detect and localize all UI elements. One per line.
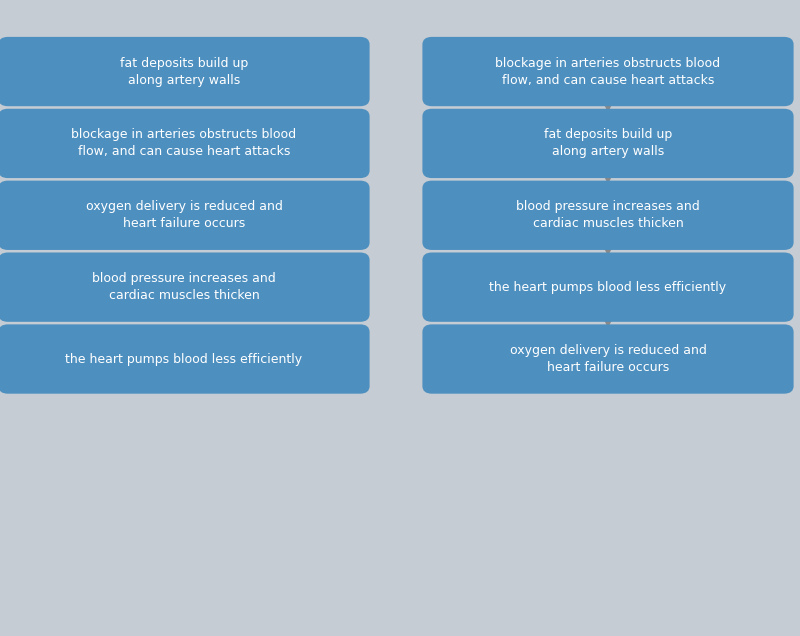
Text: oxygen delivery is reduced and
heart failure occurs: oxygen delivery is reduced and heart fai…	[510, 344, 706, 374]
Text: the heart pumps blood less efficiently: the heart pumps blood less efficiently	[490, 280, 726, 294]
Text: oxygen delivery is reduced and
heart failure occurs: oxygen delivery is reduced and heart fai…	[86, 200, 282, 230]
FancyBboxPatch shape	[0, 181, 370, 250]
Text: blockage in arteries obstructs blood
flow, and can cause heart attacks: blockage in arteries obstructs blood flo…	[495, 57, 721, 86]
FancyBboxPatch shape	[0, 252, 370, 322]
FancyBboxPatch shape	[422, 109, 794, 178]
FancyBboxPatch shape	[422, 324, 794, 394]
Text: blood pressure increases and
cardiac muscles thicken: blood pressure increases and cardiac mus…	[92, 272, 276, 302]
FancyBboxPatch shape	[0, 324, 370, 394]
Text: fat deposits build up
along artery walls: fat deposits build up along artery walls	[120, 57, 248, 86]
Text: fat deposits build up
along artery walls: fat deposits build up along artery walls	[544, 128, 672, 158]
FancyBboxPatch shape	[422, 252, 794, 322]
Text: blockage in arteries obstructs blood
flow, and can cause heart attacks: blockage in arteries obstructs blood flo…	[71, 128, 297, 158]
Text: blood pressure increases and
cardiac muscles thicken: blood pressure increases and cardiac mus…	[516, 200, 700, 230]
FancyBboxPatch shape	[0, 37, 370, 106]
FancyBboxPatch shape	[422, 37, 794, 106]
FancyBboxPatch shape	[0, 109, 370, 178]
Text: the heart pumps blood less efficiently: the heart pumps blood less efficiently	[66, 352, 302, 366]
FancyBboxPatch shape	[422, 181, 794, 250]
